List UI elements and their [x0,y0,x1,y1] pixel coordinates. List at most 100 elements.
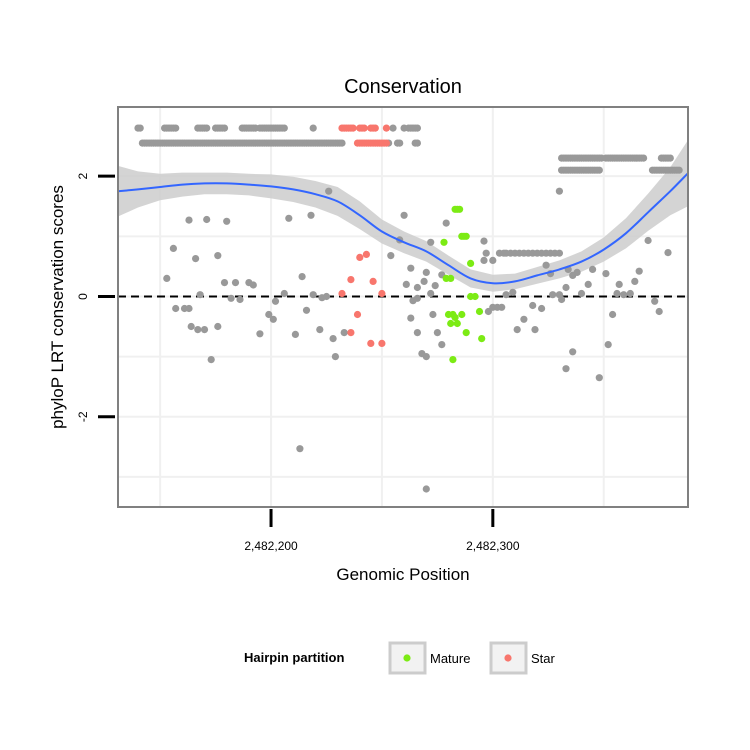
series-mature [440,205,486,364]
legend-swatch-mature [403,654,411,662]
data-point-other [482,249,490,257]
series-star [338,124,390,347]
data-point-mature [440,238,448,246]
data-point-other [509,288,517,296]
data-point-other [626,289,634,298]
data-point-mature [462,329,470,337]
data-point-other [498,303,506,311]
data-point-other [555,187,564,195]
data-point-other [615,280,623,288]
data-point-other [604,341,612,349]
data-point-star [382,139,390,147]
data-point-other [602,270,610,278]
data-point-other [664,249,672,257]
data-point-mature [456,205,464,213]
data-point-other [584,280,592,288]
plot-panel [118,107,688,507]
data-point-mature [467,259,475,267]
data-point-other [402,280,410,288]
data-point-other [420,277,428,285]
series-other [134,124,683,493]
data-point-other [302,306,311,314]
data-point-other [427,289,435,298]
data-point-other [413,294,421,302]
data-point-other [387,252,395,260]
data-point-other [655,307,663,316]
data-point-other [577,289,586,298]
data-point-other [620,291,628,299]
data-point-other [280,289,288,298]
smooth-line-layer [117,172,689,285]
data-point-other [203,124,211,132]
data-point-other [595,374,603,382]
data-point-other [192,255,200,263]
data-point-other [635,267,643,275]
data-point-mature [458,310,466,319]
data-point-other [296,445,304,453]
data-point-other [220,124,229,132]
data-point-mature [449,356,457,364]
data-point-other [569,348,577,356]
data-point-other [163,274,171,282]
data-point-star [378,289,386,298]
data-point-star [338,289,346,298]
data-point-other [227,294,235,302]
panel-background [118,107,688,507]
data-point-other [549,291,557,299]
data-point-other [531,326,539,334]
data-point-other [413,329,421,337]
data-point-other [413,139,421,147]
data-point-other [400,211,408,219]
data-point-other [595,166,603,174]
data-point-other [413,124,421,132]
x-tick-label: 2,482,300 [466,539,520,553]
data-point-other [502,291,510,299]
data-point-other [325,187,333,195]
data-point-other [438,341,446,349]
data-point-star [349,124,357,132]
data-point-other [329,335,337,343]
y-tick-label: 2 [76,173,90,180]
data-point-other [644,236,652,245]
data-point-other [185,216,193,224]
data-point-mature [478,335,486,343]
data-point-mature [475,307,484,316]
data-point-star [378,339,386,347]
data-point-star [371,124,379,132]
data-point-mature [451,313,459,322]
data-point-other [318,294,326,302]
data-point-other [407,314,415,322]
data-point-other [589,265,597,273]
data-point-other [422,485,430,493]
data-point-other [429,310,437,319]
data-point-star [362,250,370,258]
data-point-other [136,124,144,132]
data-point-other [413,283,421,292]
data-point-other [651,297,659,305]
confidence-band [118,140,688,292]
data-point-other [407,264,415,272]
chart-title: Conservation [344,76,462,98]
data-point-mature [447,274,455,282]
confidence-band-layer [118,140,688,292]
legend: Hairpin partition Mature Star [244,641,556,675]
data-point-other [431,282,439,290]
data-point-other [427,238,435,246]
data-point-other [396,139,404,147]
data-point-star [360,124,368,132]
y-tick-label: 0 [76,293,90,300]
data-point-other [309,291,317,299]
data-point-other [480,256,488,264]
data-point-mature [471,292,479,301]
data-point-other [185,304,193,313]
legend-label-star: Star [531,651,556,666]
data-point-other [280,124,288,132]
panel-frame [117,106,689,508]
data-point-other [613,289,621,298]
data-point-other [200,326,209,334]
data-point-other [666,154,674,162]
legend-title: Hairpin partition [244,650,344,665]
data-point-star [382,124,390,132]
data-point-other [422,353,430,361]
data-point-other [187,322,195,331]
